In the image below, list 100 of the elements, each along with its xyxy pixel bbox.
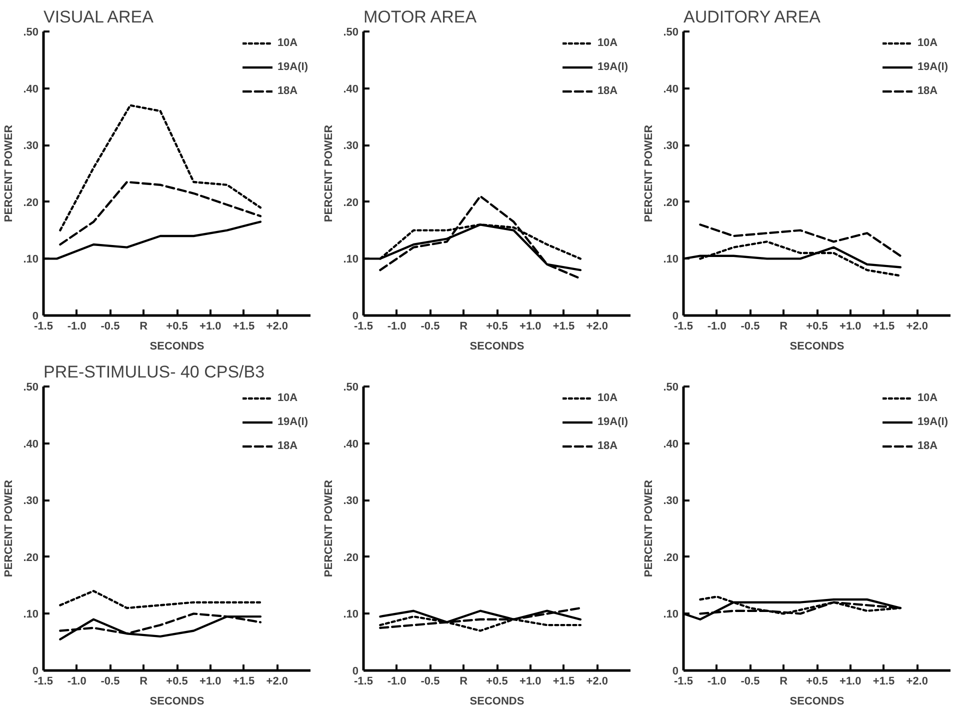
legend-label: 18A	[277, 85, 298, 97]
x-axis-title: SECONDS	[790, 340, 844, 352]
y-tick-label: 0	[352, 666, 359, 678]
x-tick-label: R	[460, 676, 468, 688]
x-axis-title: SECONDS	[150, 696, 204, 708]
x-tick-label: +1.0	[200, 676, 222, 688]
x-tick-label: R	[140, 676, 148, 688]
x-axis-title: SECONDS	[470, 340, 524, 352]
legend-label: 10A	[277, 392, 298, 404]
x-tick-label: +1.0	[840, 320, 862, 332]
y-axis-title: PERCENT POWER	[323, 480, 336, 578]
y-tick-label: .50	[663, 382, 679, 394]
y-axis-title: PERCENT POWER	[643, 480, 656, 578]
legend-label: 18A	[597, 85, 618, 97]
x-tick-label: R	[140, 320, 148, 332]
y-tick-label: .30	[23, 495, 39, 508]
x-tick-label: +0.5	[486, 320, 508, 332]
x-tick-label: +0.5	[486, 676, 508, 688]
x-tick-label: +1.5	[872, 676, 895, 688]
x-tick-label: -0.5	[740, 676, 760, 688]
x-tick-label: -1.5	[354, 320, 373, 332]
x-axis-title: SECONDS	[470, 696, 524, 708]
y-tick-label: .20	[343, 196, 359, 209]
x-tick-label: +0.5	[166, 320, 188, 332]
x-tick-label: -1.0	[707, 320, 726, 332]
x-tick-label: +1.5	[552, 676, 575, 688]
legend-label: 19A(I)	[277, 61, 308, 73]
legend-label: 19A(I)	[597, 61, 628, 73]
x-tick-label: +1.5	[872, 320, 895, 332]
legend-label: 19A(I)	[277, 416, 308, 428]
x-tick-label: +0.5	[806, 676, 828, 688]
x-tick-label: -1.0	[707, 676, 726, 688]
x-tick-label: +1.5	[232, 320, 255, 332]
chart-title: MOTOR AREA	[364, 8, 478, 26]
y-tick-label: .40	[23, 83, 39, 96]
y-tick-label: .50	[343, 382, 359, 394]
y-tick-label: .40	[23, 438, 39, 450]
x-tick-label: -0.5	[420, 676, 440, 688]
x-tick-label: +1.0	[200, 320, 222, 332]
x-tick-label: -1.5	[34, 320, 53, 332]
x-tick-label: -1.0	[387, 320, 406, 332]
y-tick-label: .40	[343, 83, 359, 96]
legend-label: 19A(I)	[597, 416, 628, 428]
y-tick-label: .10	[23, 254, 39, 266]
y-tick-label: .50	[23, 26, 39, 38]
x-tick-label: +2.0	[586, 676, 608, 688]
x-tick-label: -1.0	[67, 676, 86, 688]
x-tick-label: +2.0	[266, 676, 288, 688]
x-tick-label: -1.5	[354, 676, 373, 688]
y-tick-label: 0	[672, 310, 679, 322]
y-tick-label: 0	[672, 666, 679, 678]
x-tick-label: -1.5	[674, 320, 693, 332]
x-tick-label: -0.5	[740, 320, 760, 332]
legend-label: 10A	[597, 392, 618, 404]
legend-label: 19A(I)	[917, 61, 948, 73]
x-tick-label: +1.0	[520, 676, 542, 688]
legend-label: 18A	[917, 85, 938, 97]
y-tick-label: .50	[23, 382, 39, 394]
y-axis-title: PERCENT POWER	[3, 124, 16, 222]
x-tick-label: +0.5	[806, 320, 828, 332]
x-tick-label: -0.5	[100, 676, 120, 688]
y-tick-label: .30	[343, 140, 359, 152]
x-tick-label: -1.5	[34, 676, 53, 688]
y-tick-label: .10	[23, 608, 39, 621]
x-tick-label: R	[780, 676, 788, 688]
y-tick-label: 0	[32, 666, 39, 678]
y-tick-label: .10	[663, 254, 679, 266]
chart-title: AUDITORY AREA	[684, 8, 822, 26]
y-tick-label: .30	[663, 140, 679, 152]
y-tick-label: .50	[343, 26, 359, 38]
y-tick-label: .20	[343, 552, 359, 564]
y-tick-label: .10	[343, 254, 359, 266]
x-tick-label: +2.0	[906, 676, 928, 688]
x-tick-label: -1.0	[387, 676, 406, 688]
x-tick-label: -1.5	[674, 676, 693, 688]
y-tick-label: .20	[23, 552, 39, 564]
y-tick-label: .30	[343, 495, 359, 508]
y-tick-label: .40	[663, 438, 679, 450]
x-tick-label: +2.0	[586, 320, 608, 332]
x-tick-label: +1.0	[520, 320, 542, 332]
y-tick-label: .40	[663, 83, 679, 96]
x-tick-label: R	[460, 320, 468, 332]
x-tick-label: R	[780, 320, 788, 332]
x-tick-label: +1.5	[552, 320, 575, 332]
legend-label: 10A	[917, 392, 938, 404]
x-tick-label: -1.0	[67, 320, 86, 332]
x-tick-label: +2.0	[266, 320, 288, 332]
x-axis-title: SECONDS	[790, 696, 844, 708]
y-axis-title: PERCENT POWER	[643, 124, 656, 222]
y-axis-title: PERCENT POWER	[323, 124, 336, 222]
legend-label: 19A(I)	[917, 416, 948, 428]
legend-label: 18A	[277, 440, 298, 452]
x-tick-label: +0.5	[166, 676, 188, 688]
y-tick-label: .30	[663, 495, 679, 508]
x-axis-title: SECONDS	[150, 340, 204, 352]
x-tick-label: -0.5	[420, 320, 440, 332]
y-tick-label: 0	[32, 310, 39, 322]
chart-title: PRE-STIMULUS- 40 CPS/B3	[44, 362, 265, 382]
x-tick-label: +1.0	[840, 676, 862, 688]
legend-label: 18A	[597, 440, 618, 452]
